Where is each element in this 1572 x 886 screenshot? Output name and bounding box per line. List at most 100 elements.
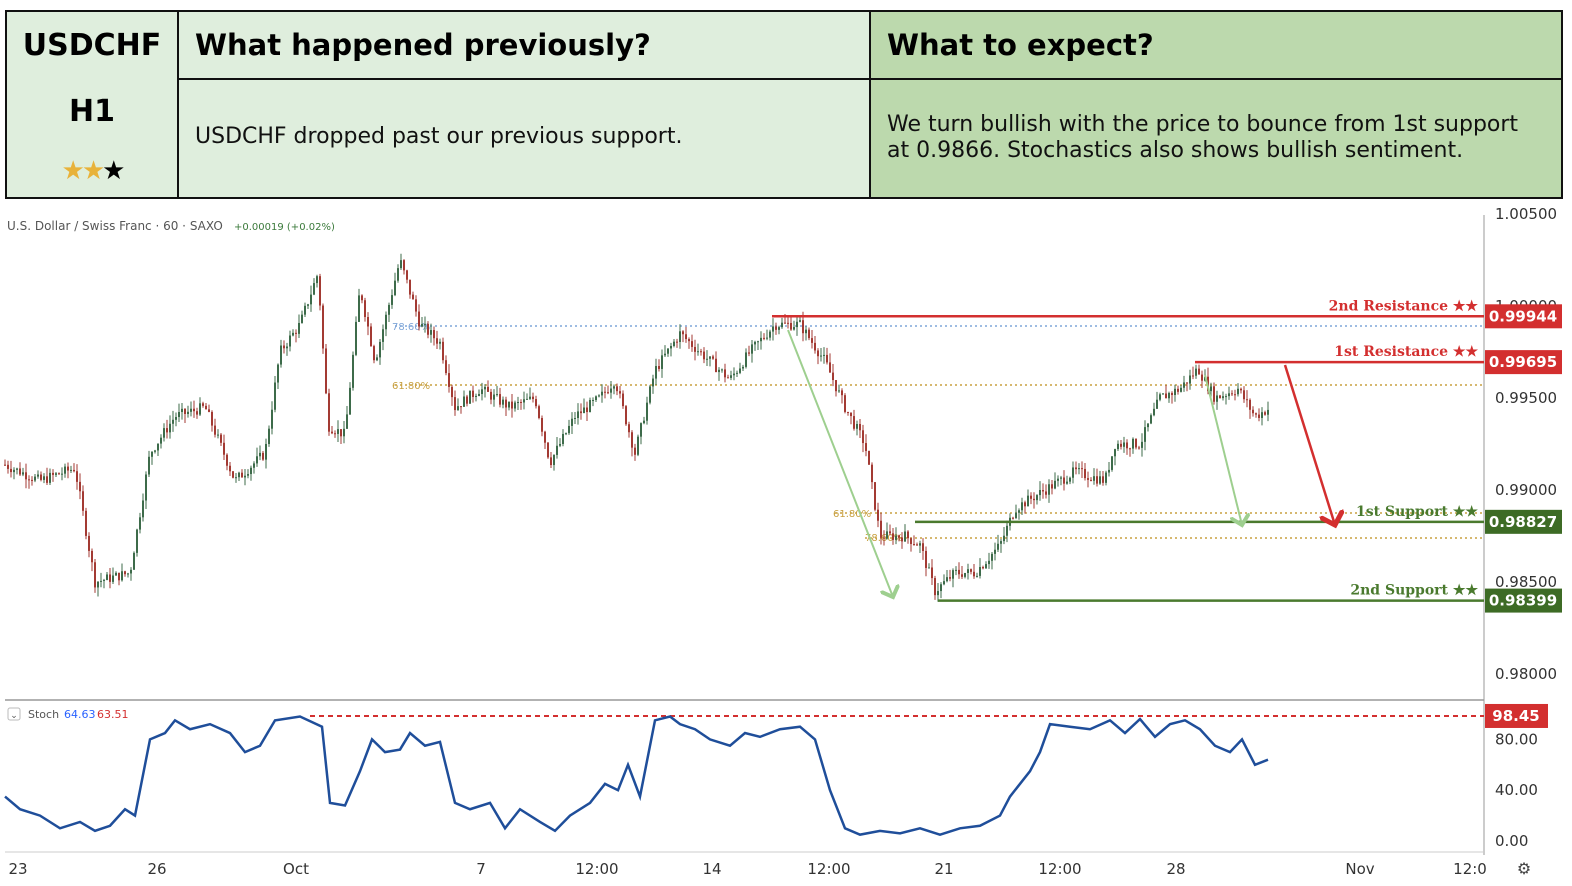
candle-body [775, 326, 777, 330]
stochastic-pane[interactable]: ⌄ Stoch 64.63 63.51 80.00 40.00 0.00 98.45 [4, 703, 1548, 850]
candle-body [265, 443, 267, 460]
candle-body [772, 326, 774, 332]
candle-body [913, 544, 915, 546]
candle-body [436, 338, 438, 344]
candle-body [439, 341, 441, 344]
stoch-axis: 80.00 40.00 0.00 [1495, 730, 1538, 850]
candle-body [187, 411, 189, 414]
candle-body [931, 567, 933, 579]
price-chart[interactable]: U.S. Dollar / Swiss Franc · 60 · SAXO +0… [0, 205, 1572, 886]
candlestick-series [4, 253, 1269, 602]
candle-body [1183, 382, 1185, 388]
candle-body [538, 406, 540, 419]
candle-body [844, 395, 846, 412]
candle-body [835, 380, 837, 392]
candle-body [955, 569, 957, 571]
candle-body [226, 454, 228, 466]
candle-body [133, 552, 135, 570]
candle-body [517, 402, 519, 404]
support-1-label: 1st Support ★★ [1356, 504, 1478, 520]
candle-body [58, 473, 60, 475]
candle-body [13, 469, 15, 473]
candle-body [1027, 495, 1029, 507]
candle-body [118, 572, 120, 581]
candle-body [976, 575, 978, 577]
candle-body [19, 468, 21, 475]
candle-body [1063, 477, 1065, 484]
candle-body [640, 423, 642, 437]
candle-body [466, 396, 468, 404]
candle-body [331, 431, 333, 434]
candle-body [352, 354, 354, 388]
candle-body [1075, 467, 1077, 470]
candle-body [241, 472, 243, 478]
candle-body [1039, 490, 1041, 496]
candle-body [145, 474, 147, 501]
chevron-down-icon: ⌄ [10, 711, 18, 721]
price-axis[interactable]: 1.005001.000000.995000.990000.985000.980… [1495, 205, 1557, 683]
candle-body [328, 393, 330, 432]
candle-body [1000, 541, 1002, 544]
candle-body [535, 399, 537, 407]
candle-body [1012, 517, 1014, 519]
expect-heading: What to expect? [887, 28, 1154, 62]
time-tick-label: 21 [934, 860, 953, 878]
candle-body [109, 574, 111, 582]
candle-body [181, 408, 183, 413]
projection-arrow-recent[interactable] [1204, 374, 1242, 525]
time-tick-label: 23 [8, 860, 27, 878]
candle-body [451, 386, 453, 398]
candle-body [1015, 512, 1017, 518]
candle-body [268, 428, 270, 444]
gear-icon[interactable]: ⚙ [1517, 859, 1531, 878]
time-tick-label: Oct [283, 860, 309, 878]
candle-body [874, 482, 876, 510]
fibonacci-retracement-1[interactable]: 78.60% 61.80% [392, 322, 1484, 392]
candle-body [946, 577, 948, 582]
candle-body [334, 433, 336, 435]
candle-body [700, 351, 702, 353]
overbought-value: 98.45 [1492, 707, 1539, 725]
candle-body [1045, 491, 1047, 495]
candle-body [529, 396, 531, 399]
candle-body [544, 431, 546, 443]
candle-body [1021, 502, 1023, 511]
candle-body [1195, 368, 1197, 376]
candle-body [901, 537, 903, 542]
candle-body [853, 416, 855, 429]
collapse-toggle[interactable] [7, 707, 21, 721]
time-axis[interactable]: 23 26 Oct 7 12:00 14 12:00 21 12:00 28 Nov 12:0 [8, 860, 1486, 878]
candle-body [547, 442, 549, 458]
projection-arrow-past[interactable] [787, 329, 893, 597]
key-levels[interactable]: 2nd Resistance ★★ 1st Resistance ★★ 1st … [772, 298, 1484, 602]
candle-body [442, 341, 444, 361]
candle-body [805, 329, 807, 334]
candle-body [64, 466, 66, 474]
candle-body [637, 436, 639, 455]
candle-body [295, 332, 297, 334]
candle-body [604, 391, 606, 393]
candle-body [1213, 386, 1215, 402]
candle-body [379, 341, 381, 358]
candle-body [148, 456, 150, 475]
candle-body [733, 373, 735, 376]
candle-body [568, 425, 570, 434]
candle-body [16, 468, 18, 470]
candle-body [283, 345, 285, 349]
candle-body [880, 520, 882, 538]
resistance-2-price-tag [1485, 304, 1562, 329]
candle-body [1159, 394, 1161, 400]
candle-body [127, 573, 129, 575]
candle-body [727, 377, 729, 379]
candle-body [121, 571, 123, 581]
candle-body [61, 473, 63, 475]
resistance-2-label: 2nd Resistance ★★ [1329, 298, 1479, 314]
candle-body [361, 295, 363, 301]
candle-body [28, 479, 30, 481]
candle-body [1117, 443, 1119, 450]
expected-move-arrow[interactable] [1283, 364, 1335, 525]
candle-body [1123, 442, 1125, 447]
candle-body [964, 572, 966, 577]
price-tick-label: 0.98000 [1495, 665, 1557, 683]
candle-body [658, 366, 660, 369]
